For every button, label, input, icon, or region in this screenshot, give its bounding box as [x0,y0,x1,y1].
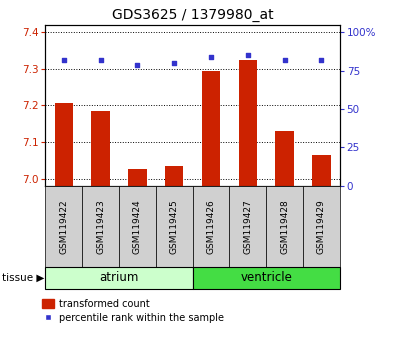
Bar [119,186,156,267]
Bar [229,186,266,267]
Bar [275,131,294,186]
Point [61,57,67,63]
Point [208,54,214,60]
Title: GDS3625 / 1379980_at: GDS3625 / 1379980_at [112,8,273,22]
Text: ventricle: ventricle [240,272,292,284]
Point [134,62,141,68]
Point [171,60,177,66]
Bar [45,267,193,289]
Text: GSM119428: GSM119428 [280,199,289,254]
Point [98,57,104,63]
Bar [202,70,220,186]
Bar [91,111,110,186]
Bar [239,59,257,186]
Point [245,53,251,58]
Bar [128,169,147,186]
Bar [55,103,73,186]
Text: GSM119426: GSM119426 [207,199,215,254]
Text: GSM119427: GSM119427 [243,199,252,254]
Bar [193,186,229,267]
Bar [82,186,119,267]
Bar [266,186,303,267]
Text: GSM119423: GSM119423 [96,199,105,254]
Bar [45,186,82,267]
Text: tissue ▶: tissue ▶ [2,273,44,283]
Text: GSM119422: GSM119422 [59,199,68,254]
Text: GSM119425: GSM119425 [170,199,179,254]
Bar [193,267,340,289]
Legend: transformed count, percentile rank within the sample: transformed count, percentile rank withi… [42,299,224,322]
Bar [165,166,183,186]
Bar [156,186,193,267]
Point [318,57,324,63]
Text: atrium: atrium [99,272,139,284]
Text: GSM119429: GSM119429 [317,199,326,254]
Point [281,57,288,63]
Bar [303,186,340,267]
Text: GSM119424: GSM119424 [133,199,142,254]
Bar [312,155,331,186]
